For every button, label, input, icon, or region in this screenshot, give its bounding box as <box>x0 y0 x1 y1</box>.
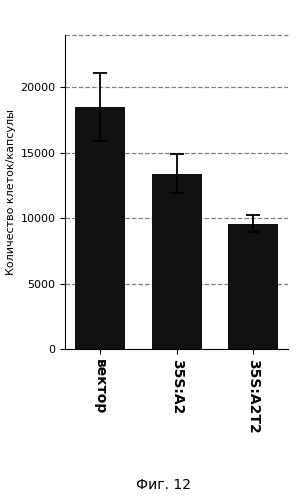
Bar <box>75 107 125 349</box>
Text: Фиг. 12: Фиг. 12 <box>136 478 191 492</box>
Bar <box>152 174 202 349</box>
Bar <box>228 224 278 349</box>
Y-axis label: Количество клеток/капсулы: Количество клеток/капсулы <box>6 109 16 275</box>
